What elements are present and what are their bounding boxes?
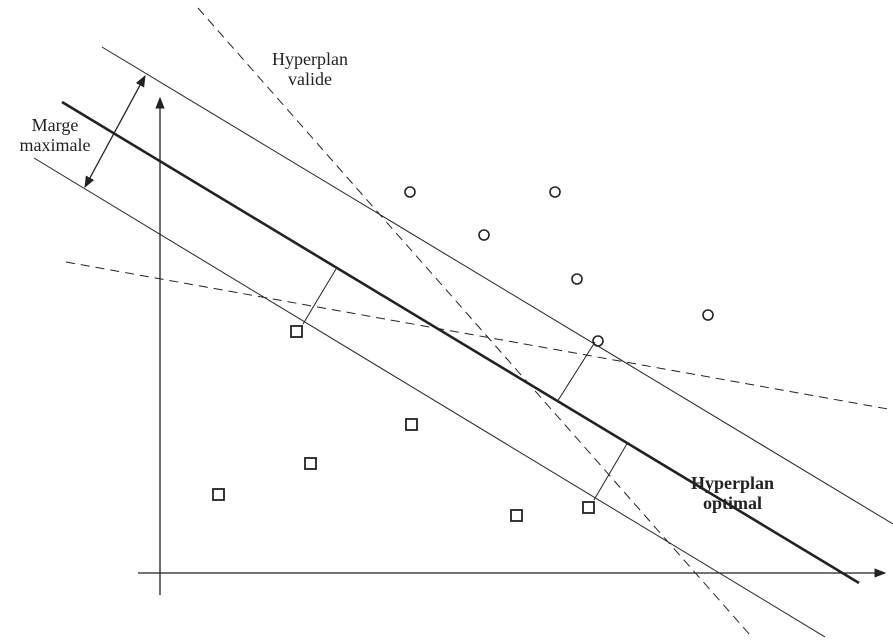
optimal-hyperplane <box>61 100 860 585</box>
square-point <box>290 325 303 338</box>
optimal-hyperplane-label: Hyperplan optimal <box>660 473 805 513</box>
square-point <box>405 418 418 431</box>
valid-hyperplane-steep <box>197 7 751 636</box>
circle-point <box>571 273 583 285</box>
square-point <box>582 501 595 514</box>
max-margin-label-line-1: Marge <box>31 115 79 135</box>
circle-point <box>404 186 416 198</box>
square-point <box>304 457 317 470</box>
max-margin-arrow <box>84 74 146 189</box>
optimal-hyperplane-label-line-2: optimal <box>702 493 762 513</box>
circle-point <box>478 229 490 241</box>
circle-point <box>702 309 714 321</box>
margin-boundary-upper <box>101 46 893 525</box>
square-class <box>212 325 595 522</box>
valid-hyperplane-label-line-2: valide <box>288 69 332 89</box>
valid-hyperplane-shallow <box>65 261 889 410</box>
max-margin-label-line-2: maximale <box>19 135 91 155</box>
optimal-hyperplane-label-line-1: Hyperplan <box>690 473 774 493</box>
max-margin-label: Marge maximale <box>10 115 100 155</box>
support-distance-1 <box>302 268 337 325</box>
circle-class <box>404 186 714 347</box>
circle-point <box>592 335 604 347</box>
margin-boundary-lower <box>33 157 826 638</box>
circle-point <box>549 186 561 198</box>
square-point <box>510 509 523 522</box>
support-distance-2 <box>556 341 596 403</box>
valid-hyperplane-label-line-1: Hyperplan <box>272 49 348 69</box>
support-distance-3 <box>593 441 629 501</box>
valid-hyperplane-label: Hyperplan valide <box>255 49 365 89</box>
square-point <box>212 488 225 501</box>
